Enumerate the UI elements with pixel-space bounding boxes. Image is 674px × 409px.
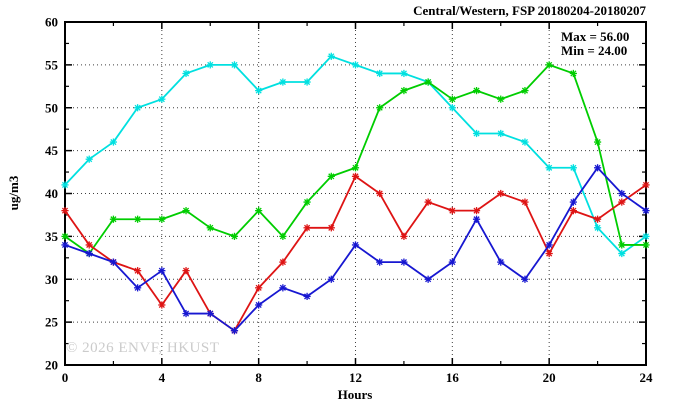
cyan-series: [61, 52, 650, 258]
y-tick-label: 30: [45, 272, 58, 287]
legend: Max = 56.00 Min = 24.00: [561, 30, 629, 58]
y-tick-label: 40: [45, 186, 58, 201]
x-tick-labels: 0 4 8 12 16 20 24: [62, 370, 653, 385]
green-series-line: [64, 63, 647, 255]
y-tick-label: 55: [45, 57, 59, 72]
y-tick-label: 35: [45, 229, 59, 244]
blue-series-markers: [61, 164, 650, 335]
red-series-line: [64, 175, 647, 332]
legend-min-label: Min = 24.00: [561, 43, 628, 58]
y-tick-labels: 20 25 30 35 40 45 50 55 60: [45, 15, 59, 373]
blue-series: [61, 164, 650, 335]
x-tick-label: 12: [349, 370, 362, 385]
cyan-series-markers: [61, 52, 650, 258]
x-tick-label: 8: [255, 370, 262, 385]
x-tick-label: 16: [446, 370, 460, 385]
gridlines: [65, 22, 646, 365]
x-tick-label: 20: [543, 370, 556, 385]
x-tick-label: 4: [159, 370, 166, 385]
plot-frame: [64, 21, 647, 366]
y-tick-label: 50: [45, 100, 58, 115]
chart-title: Central/Western, FSP 20180204-20180207: [413, 3, 646, 18]
y-tick-label: 60: [45, 15, 58, 30]
y-axis-label: ug/m3: [6, 175, 21, 211]
y-tick-label: 20: [45, 358, 58, 373]
x-axis-label: Hours: [337, 387, 373, 402]
x-tick-label: 24: [640, 370, 654, 385]
y-tick-label: 45: [45, 143, 59, 158]
y-tick-label: 25: [45, 315, 59, 330]
x-tick-label: 0: [62, 370, 69, 385]
legend-max-label: Max = 56.00: [561, 29, 630, 44]
watermark: © 2026 ENVF, HKUST: [66, 340, 220, 356]
axis-ticks: [64, 21, 647, 366]
